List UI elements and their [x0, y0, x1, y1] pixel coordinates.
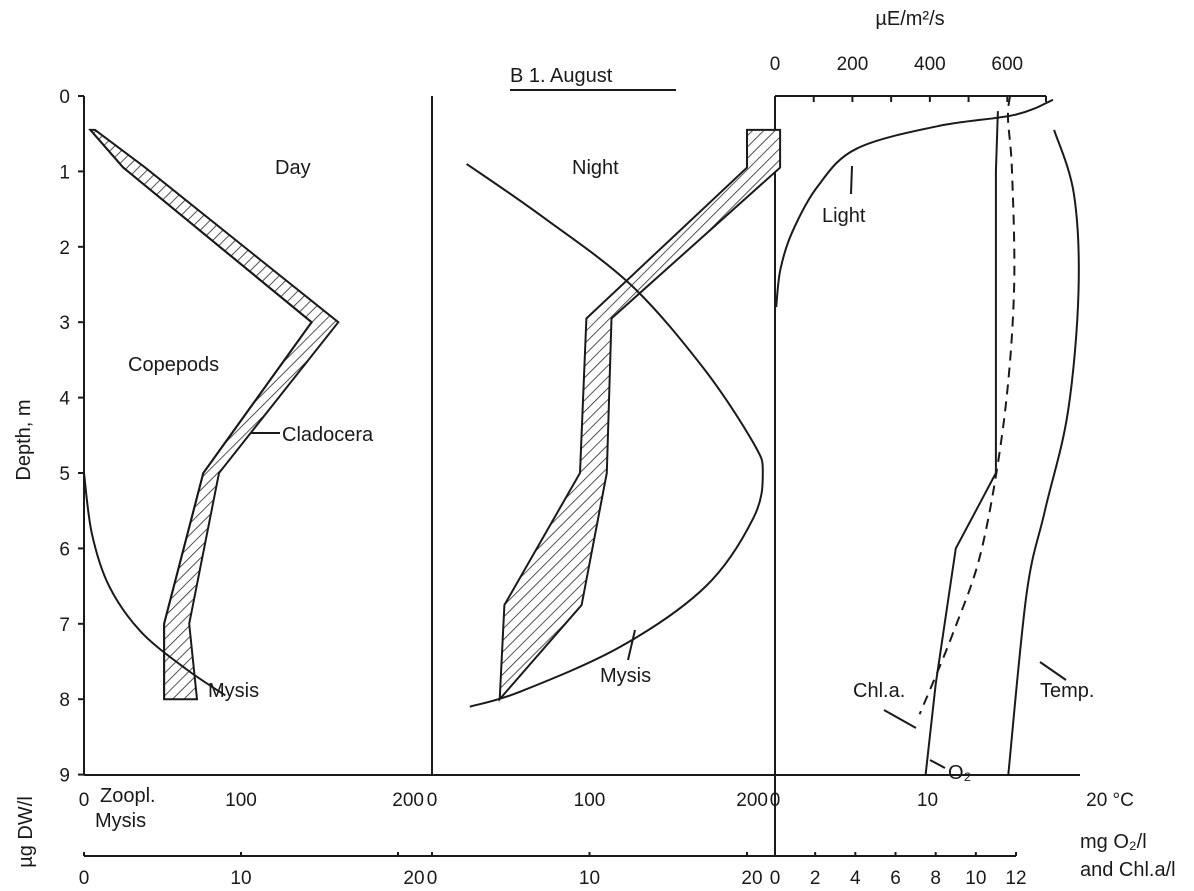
o2-tick-label: 0 [770, 868, 781, 889]
zoopl-tick-label: 100 [225, 790, 257, 811]
o2-tick-label: 2 [810, 868, 821, 889]
light-tick-label: 400 [914, 54, 946, 75]
night-mysis-leader-line [627, 629, 636, 661]
o2-tick-label: 8 [930, 868, 941, 889]
o2-axis-unit-line1: mg O₂/l [1080, 831, 1147, 853]
zoopl-axis-label: Zoopl. [100, 785, 156, 807]
zoopl-tick-label: 0 [427, 790, 438, 811]
y-axis-label: Depth, m [13, 399, 35, 480]
night-panel-title: Night [572, 157, 619, 179]
light-tick-label: 0 [770, 54, 781, 75]
light-line [775, 98, 1054, 308]
temp-tick-label: 10 [917, 790, 938, 811]
zoopl-tick-label: 200 [736, 790, 768, 811]
temp-tick-label: 0 [770, 790, 781, 811]
depth-tick-label: 0 [59, 87, 70, 108]
night-mysis-annotation: Mysis [600, 665, 651, 687]
mysis-tick-label: 20 [403, 868, 424, 889]
zoopl-tick-label: 0 [79, 790, 90, 811]
mysis-tick-label: 0 [427, 868, 438, 889]
light-tick-label: 200 [837, 54, 869, 75]
o2-line [924, 111, 999, 775]
depth-tick-label: 6 [59, 539, 70, 560]
cladocera-annotation: Cladocera [282, 424, 374, 446]
mysis-axis-label: Mysis [95, 810, 146, 832]
day-panel-title: Day [275, 157, 311, 179]
light-annotation: Light [822, 205, 866, 227]
depth-tick-label: 5 [59, 464, 70, 485]
chla-leader-line [883, 709, 917, 729]
light-leader-line [850, 165, 853, 195]
day-copepods-line [89, 129, 313, 700]
night-mysis-line [466, 163, 764, 708]
temp-annotation: Temp. [1040, 680, 1094, 702]
o2-tick-label: 10 [965, 868, 986, 889]
mysis-tick-label: 10 [579, 868, 600, 889]
chla-annotation: Chl.a. [853, 680, 905, 702]
copepods-annotation: Copepods [128, 354, 219, 376]
figure-header: B 1. August [510, 65, 613, 87]
o2-tick-label: 4 [850, 868, 861, 889]
o2-annotation: O₂ [948, 762, 971, 784]
night-cladocera-band [498, 128, 782, 703]
o2-tick-label: 12 [1005, 868, 1026, 889]
day-mysis-line [83, 472, 226, 697]
depth-tick-label: 8 [59, 690, 70, 711]
o2-leader-line [929, 759, 946, 769]
depth-tick-label: 3 [59, 313, 70, 334]
depth-tick-label: 4 [59, 389, 70, 410]
light-tick-label: 600 [991, 54, 1023, 75]
day-mysis-annotation: Mysis [208, 680, 259, 702]
o2-axis-unit-line2: and Chl.a/l [1080, 859, 1176, 881]
depth-tick-label: 9 [59, 766, 70, 787]
light-axis-unit: µE/m²/s [875, 8, 944, 30]
depth-tick-label: 2 [59, 238, 70, 259]
mysis-tick-label: 0 [79, 868, 90, 889]
mysis-tick-label: 10 [230, 868, 251, 889]
day-cladocera-band [88, 128, 340, 701]
temp-line [1007, 129, 1080, 775]
depth-tick-label: 1 [59, 162, 70, 183]
chla-line [918, 95, 1016, 715]
zoopl-tick-label: 200 [392, 790, 424, 811]
temp-tick-label: 20 °C [1086, 790, 1134, 811]
depth-tick-label: 7 [59, 615, 70, 636]
o2-tick-label: 6 [890, 868, 901, 889]
temp-leader-line [1039, 661, 1067, 681]
mysis-tick-label: 20 [741, 868, 762, 889]
zoopl-tick-label: 100 [574, 790, 606, 811]
bottom-unit-label: µg DW/l [15, 796, 37, 868]
